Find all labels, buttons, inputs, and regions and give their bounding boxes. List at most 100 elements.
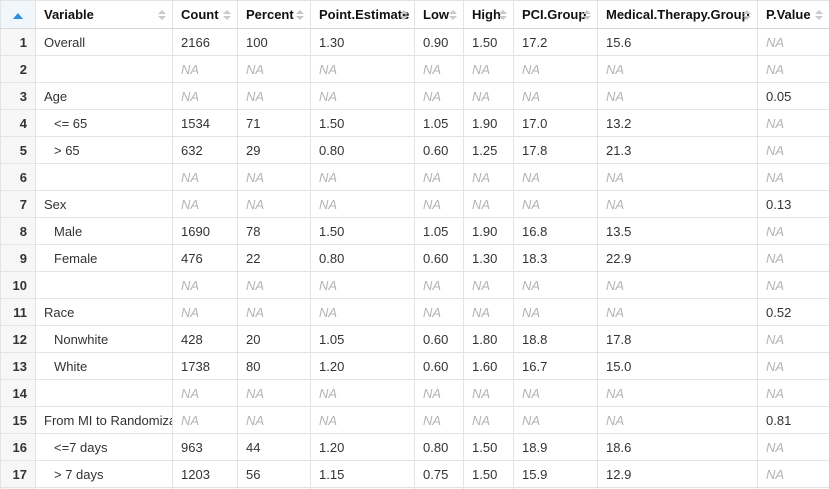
table-row: 3 Age NA NA NA NA NA NA NA 0.05 xyxy=(0,82,829,110)
cell-pci-group: 18.9 xyxy=(513,433,598,461)
row-number: 15 xyxy=(0,406,36,434)
row-number: 10 xyxy=(0,271,36,299)
cell-variable: > 7 days xyxy=(35,460,173,488)
cell-p-value: NA xyxy=(757,109,829,137)
column-header-pci-group[interactable]: PCI.Group xyxy=(513,0,598,29)
cell-percent: 71 xyxy=(237,109,311,137)
column-header-label: Point.Estimate xyxy=(319,7,410,22)
cell-point-estimate: 1.05 xyxy=(310,325,415,353)
cell-point-estimate: 0.80 xyxy=(310,244,415,272)
cell-pci-group: 18.8 xyxy=(513,325,598,353)
cell-percent: 20 xyxy=(237,325,311,353)
cell-pci-group: NA xyxy=(513,298,598,326)
cell-point-estimate: NA xyxy=(310,406,415,434)
sort-arrows-icon xyxy=(400,9,408,20)
cell-variable: White xyxy=(35,352,173,380)
column-header-label: High xyxy=(472,7,501,22)
sort-arrows-icon xyxy=(743,9,751,20)
cell-pci-group: NA xyxy=(513,271,598,299)
cell-low: NA xyxy=(414,271,464,299)
sort-arrows-icon xyxy=(815,9,823,20)
cell-variable: Sex xyxy=(35,190,173,218)
cell-low: NA xyxy=(414,379,464,407)
column-header-label: Percent xyxy=(246,7,294,22)
cell-medical-therapy-group: 17.8 xyxy=(597,325,758,353)
cell-variable: Female xyxy=(35,244,173,272)
cell-pci-group: 16.7 xyxy=(513,352,598,380)
cell-count: 963 xyxy=(172,433,238,461)
cell-low: 0.60 xyxy=(414,136,464,164)
cell-low: 0.90 xyxy=(414,28,464,56)
row-number: 11 xyxy=(0,298,36,326)
cell-medical-therapy-group: NA xyxy=(597,271,758,299)
cell-p-value: NA xyxy=(757,28,829,56)
cell-count: 1203 xyxy=(172,460,238,488)
sort-ascending-icon xyxy=(13,12,23,19)
cell-variable xyxy=(35,271,173,299)
cell-p-value: NA xyxy=(757,217,829,245)
cell-medical-therapy-group: 15.6 xyxy=(597,28,758,56)
cell-p-value: NA xyxy=(757,379,829,407)
cell-low: 0.75 xyxy=(414,460,464,488)
cell-high: 1.50 xyxy=(463,28,514,56)
cell-percent: NA xyxy=(237,406,311,434)
cell-percent: 80 xyxy=(237,352,311,380)
column-header-count[interactable]: Count xyxy=(172,0,238,29)
row-number: 16 xyxy=(0,433,36,461)
cell-variable: From MI to Randomization xyxy=(35,406,173,434)
row-number-column-header[interactable] xyxy=(0,0,36,29)
cell-high: NA xyxy=(463,271,514,299)
cell-point-estimate: NA xyxy=(310,271,415,299)
table-row: 2 NA NA NA NA NA NA NA NA xyxy=(0,55,829,83)
cell-count: 2166 xyxy=(172,28,238,56)
cell-variable: <= 65 xyxy=(35,109,173,137)
cell-point-estimate: NA xyxy=(310,55,415,83)
cell-high: 1.60 xyxy=(463,352,514,380)
cell-percent: 22 xyxy=(237,244,311,272)
column-header-point-estimate[interactable]: Point.Estimate xyxy=(310,0,415,29)
column-header-p-value[interactable]: P.Value xyxy=(757,0,829,29)
header-row: Variable Count Percent Point.Estimate Low Hig… xyxy=(0,0,829,29)
cell-p-value: NA xyxy=(757,325,829,353)
cell-percent: NA xyxy=(237,298,311,326)
table-row: 10 NA NA NA NA NA NA NA NA xyxy=(0,271,829,299)
table-row: 12 Nonwhite 428 20 1.05 0.60 1.80 18.8 17.8 NA xyxy=(0,325,829,353)
row-number: 6 xyxy=(0,163,36,191)
cell-high: NA xyxy=(463,163,514,191)
table-row: 8 Male 1690 78 1.50 1.05 1.90 16.8 13.5 NA xyxy=(0,217,829,245)
cell-pci-group: NA xyxy=(513,55,598,83)
column-header-variable[interactable]: Variable xyxy=(35,0,173,29)
cell-medical-therapy-group: 22.9 xyxy=(597,244,758,272)
cell-count: 1738 xyxy=(172,352,238,380)
cell-variable: Nonwhite xyxy=(35,325,173,353)
cell-point-estimate: NA xyxy=(310,163,415,191)
cell-high: NA xyxy=(463,190,514,218)
cell-low: 1.05 xyxy=(414,217,464,245)
cell-p-value: NA xyxy=(757,55,829,83)
column-header-label: Count xyxy=(181,7,219,22)
cell-p-value: NA xyxy=(757,433,829,461)
cell-low: NA xyxy=(414,163,464,191)
cell-low: NA xyxy=(414,82,464,110)
column-header-medical-therapy-group[interactable]: Medical.Therapy.Group xyxy=(597,0,758,29)
table-row: 16 <=7 days 963 44 1.20 0.80 1.50 18.9 18.6 NA xyxy=(0,433,829,461)
cell-p-value: NA xyxy=(757,244,829,272)
table-row: 14 NA NA NA NA NA NA NA NA xyxy=(0,379,829,407)
column-header-label: P.Value xyxy=(766,7,811,22)
sort-arrows-icon xyxy=(583,9,591,20)
cell-high: NA xyxy=(463,379,514,407)
cell-high: 1.50 xyxy=(463,460,514,488)
column-header-high[interactable]: High xyxy=(463,0,514,29)
cell-medical-therapy-group: NA xyxy=(597,163,758,191)
cell-high: 1.25 xyxy=(463,136,514,164)
cell-count: NA xyxy=(172,379,238,407)
cell-high: NA xyxy=(463,82,514,110)
column-header-percent[interactable]: Percent xyxy=(237,0,311,29)
cell-medical-therapy-group: 18.6 xyxy=(597,433,758,461)
cell-low: 0.60 xyxy=(414,244,464,272)
cell-high: 1.50 xyxy=(463,433,514,461)
cell-percent: NA xyxy=(237,379,311,407)
column-header-low[interactable]: Low xyxy=(414,0,464,29)
